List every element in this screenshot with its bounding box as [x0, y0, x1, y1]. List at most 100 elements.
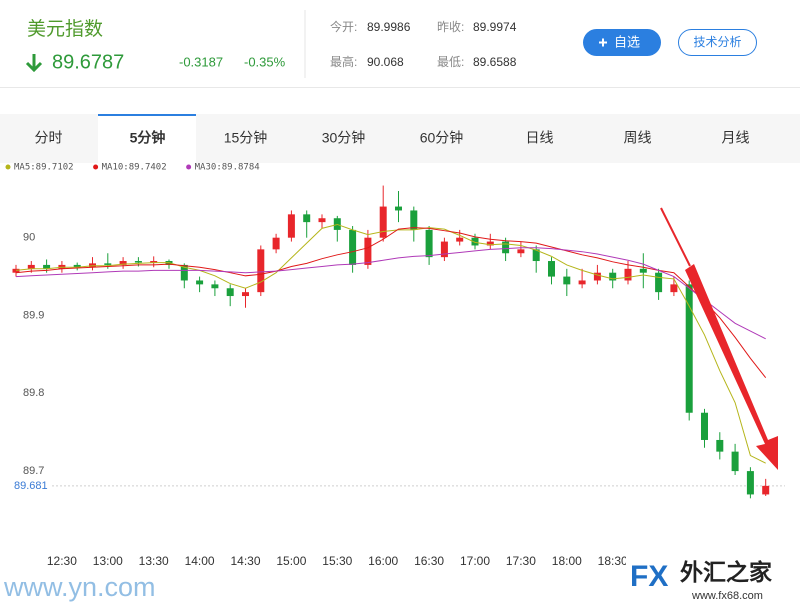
- watchlist-button[interactable]: [583, 29, 661, 56]
- candle-body: [27, 264, 35, 269]
- candle-body: [762, 485, 770, 495]
- legend-label: MA10:89.7402: [102, 163, 167, 173]
- candle-body: [211, 284, 219, 289]
- button-label[interactable]: 自选: [614, 34, 640, 49]
- active-tab-bar: [98, 114, 196, 116]
- x-tick-label: 15:00: [276, 554, 306, 568]
- candle-body: [364, 237, 372, 265]
- x-tick-label: 14:30: [230, 554, 260, 568]
- legend-label: MA5:89.7102: [14, 163, 74, 173]
- x-tick-label: 16:30: [414, 554, 444, 568]
- legend-label: MA30:89.8784: [195, 163, 260, 173]
- stat-label: 昨收:: [437, 20, 464, 34]
- candle-body: [349, 229, 357, 265]
- change-pct: -0.35%: [244, 54, 286, 69]
- candle-body: [502, 241, 510, 254]
- y-tick-label: 89.8: [23, 387, 44, 399]
- candle-body: [196, 280, 204, 285]
- tab[interactable]: 周线: [624, 130, 652, 146]
- candle-body: [746, 471, 754, 495]
- x-tick-label: 12:30: [47, 554, 77, 568]
- tab[interactable]: 分时: [35, 130, 63, 146]
- candle-body: [639, 268, 647, 273]
- candle-body: [12, 268, 20, 273]
- logo-fx: FX: [630, 560, 668, 593]
- candle-body: [486, 241, 494, 246]
- candle-body: [134, 261, 142, 263]
- candle-body: [593, 272, 601, 281]
- candle-body: [716, 439, 724, 452]
- candle-body: [303, 214, 311, 223]
- x-tick-label: 13:30: [139, 554, 169, 568]
- candle-body: [624, 268, 632, 281]
- candle-body: [578, 280, 586, 285]
- change: -0.3187: [179, 54, 223, 69]
- legend-dot: [5, 164, 11, 170]
- x-tick-label: 14:00: [185, 554, 215, 568]
- annotation-arrow: [685, 264, 778, 470]
- candle-body: [272, 237, 280, 250]
- candle-body: [257, 249, 265, 293]
- candle-body: [701, 412, 708, 440]
- candle-body: [425, 229, 433, 258]
- down-arrow: [25, 54, 43, 73]
- x-tick-label: 18:00: [552, 554, 582, 568]
- x-tick-label: 17:30: [506, 554, 536, 568]
- candle-body: [548, 261, 555, 277]
- tab[interactable]: 日线: [526, 130, 554, 146]
- stat-value: 89.9974: [473, 20, 517, 34]
- x-tick-label: 13:00: [93, 554, 123, 568]
- tab[interactable]: 月线: [722, 130, 750, 146]
- price: 89.6787: [52, 51, 124, 73]
- ma-line: [15, 227, 767, 379]
- ma-line: [15, 223, 766, 464]
- tab[interactable]: 30分钟: [322, 130, 366, 146]
- logo-bg: [626, 554, 800, 604]
- candle-body: [119, 261, 127, 265]
- candle-body: [471, 237, 479, 246]
- candle-body: [379, 206, 387, 238]
- y-tick-label: 89.7: [23, 465, 44, 477]
- candle-body: [609, 272, 617, 281]
- tab[interactable]: 15分钟: [224, 130, 268, 146]
- candle-body: [395, 206, 402, 211]
- candle-body: [563, 276, 571, 285]
- x-tick-label: 15:30: [322, 554, 352, 568]
- legend-dot: [93, 164, 99, 170]
- tab[interactable]: 5分钟: [130, 130, 166, 146]
- x-tick-label: 17:00: [460, 554, 490, 568]
- candle-body: [242, 292, 249, 297]
- stat-value: 89.6588: [473, 55, 517, 69]
- candle-body: [287, 214, 295, 238]
- stat-value: 89.9986: [367, 20, 411, 34]
- candle-body: [655, 272, 663, 293]
- candle-body: [456, 237, 464, 242]
- analysis-button[interactable]: [678, 29, 757, 56]
- candle-body: [731, 451, 739, 472]
- candle-body: [440, 241, 448, 258]
- tab[interactable]: 60分钟: [420, 130, 464, 146]
- candle-body: [670, 284, 678, 293]
- button-label[interactable]: 技术分析: [693, 35, 741, 49]
- active-tab: [98, 114, 196, 163]
- plus-icon: [599, 38, 607, 47]
- logo-url: www.fx68.com: [691, 590, 763, 602]
- candle-body: [150, 261, 158, 263]
- ma-line: [15, 247, 766, 340]
- stat-label: 最低:: [437, 55, 464, 69]
- candle-body: [226, 288, 234, 297]
- candle-body: [104, 263, 112, 265]
- x-tick-label: 16:00: [368, 554, 398, 568]
- logo-text: 外汇之家: [680, 559, 772, 585]
- title: 美元指数: [27, 18, 103, 40]
- candle-body: [73, 264, 81, 268]
- watermark: www.yn.com: [3, 572, 156, 602]
- stat-value: 90.068: [367, 55, 404, 69]
- y-tick-label: 90: [23, 232, 35, 244]
- candle-body: [180, 264, 188, 281]
- candle-body: [685, 284, 693, 413]
- annotation-line: [660, 207, 691, 267]
- legend-dot: [186, 164, 192, 170]
